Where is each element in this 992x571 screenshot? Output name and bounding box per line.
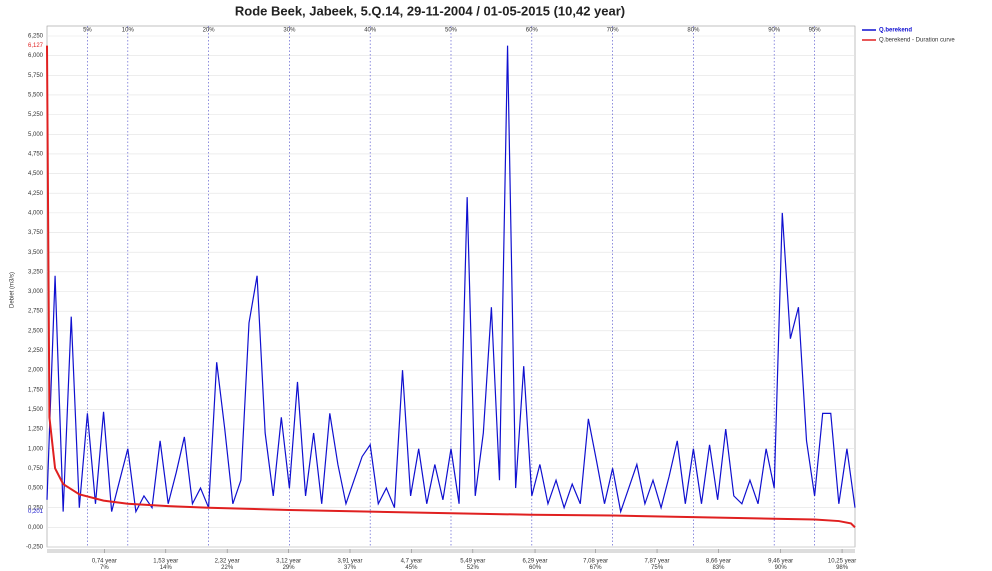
percent-label: 90% <box>768 28 781 34</box>
y-tick-label: -0,250 <box>26 545 44 551</box>
percent-label: 50% <box>445 28 458 34</box>
y-tick-label: 5,250 <box>28 112 44 118</box>
percent-label: 95% <box>809 28 822 34</box>
y-tick-label: 1,250 <box>28 427 44 433</box>
y-tick-label: 1,500 <box>28 407 44 413</box>
y-tick-label: 4,750 <box>28 152 44 158</box>
percent-label: 10% <box>122 28 135 34</box>
series-line <box>46 45 856 514</box>
x-tick-label: 9,46 year <box>768 559 793 565</box>
y-tick-label: 5,000 <box>28 132 44 138</box>
x-tick-percent-label: 45% <box>405 565 418 571</box>
x-tick-label: 5,49 year <box>460 559 485 565</box>
legend-label: Q.berekend - Duration curve <box>879 38 955 44</box>
y-tick-label: 3,000 <box>28 289 44 295</box>
y-tick-label: 6,250 <box>28 34 44 40</box>
y-tick-label: 2,750 <box>28 309 44 315</box>
x-tick-percent-label: 37% <box>344 565 357 571</box>
y-tick-label: 2,000 <box>28 368 44 374</box>
x-tick-percent-label: 75% <box>651 565 664 571</box>
y-tick-label: 5,750 <box>28 73 44 79</box>
y-tick-label: 3,500 <box>28 250 44 256</box>
percent-label: 5% <box>83 28 92 34</box>
y-tick-label: 0,250 <box>28 505 44 511</box>
percent-label: 70% <box>607 28 620 34</box>
percent-label: 80% <box>687 28 700 34</box>
x-tick-percent-label: 52% <box>467 565 480 571</box>
x-tick-percent-label: 83% <box>712 565 725 571</box>
x-tick-label: 6,29 year <box>523 559 548 565</box>
x-tick-label: 1,53 year <box>153 559 178 565</box>
x-tick-percent-label: 90% <box>775 565 788 571</box>
x-tick-percent-label: 60% <box>529 565 542 571</box>
x-tick-label: 4,7 year <box>401 559 423 565</box>
percent-label: 30% <box>283 28 296 34</box>
y-tick-label: 0,000 <box>28 525 44 531</box>
y-tick-label: 4,500 <box>28 171 44 177</box>
scrollbar <box>47 549 855 553</box>
x-tick-label: 7,87 year <box>645 559 670 565</box>
x-tick-percent-label: 98% <box>836 565 849 571</box>
chart-title: Rode Beek, Jabeek, 5.Q.14, 29-11-2004 / … <box>235 3 625 18</box>
x-tick-label: 2,32 year <box>215 559 240 565</box>
y-tick-label: 3,250 <box>28 269 44 275</box>
x-tick-label: 10,25 year <box>828 559 856 565</box>
legend-label: Q.berekend <box>879 28 912 34</box>
y-tick-label: 0,500 <box>28 486 44 492</box>
y-tick-label: 2,250 <box>28 348 44 354</box>
x-tick-percent-label: 67% <box>590 565 603 571</box>
y-tick-label: 6,000 <box>28 53 44 59</box>
y-tick-label: 4,250 <box>28 191 44 197</box>
x-tick-label: 3,91 year <box>337 559 362 565</box>
x-tick-percent-label: 14% <box>160 565 173 571</box>
y-tick-label: 0,750 <box>28 466 44 472</box>
y-tick-label: 3,750 <box>28 230 44 236</box>
y-tick-label: 5,500 <box>28 93 44 99</box>
percent-label: 40% <box>364 28 377 34</box>
x-tick-percent-label: 22% <box>221 565 234 571</box>
y-axis-label: Debiet (m3/s) <box>10 272 16 308</box>
y-marker-label: 6,127 <box>28 43 44 49</box>
percent-label: 20% <box>203 28 216 34</box>
x-tick-label: 7,08 year <box>583 559 608 565</box>
x-tick-label: 8,66 year <box>706 559 731 565</box>
series-line <box>46 45 856 529</box>
y-tick-label: 1,750 <box>28 387 44 393</box>
y-marker-label: 0,201 <box>28 509 44 515</box>
y-tick-label: 1,000 <box>28 446 44 452</box>
y-tick-label: 4,000 <box>28 210 44 216</box>
x-tick-percent-label: 7% <box>100 565 109 571</box>
y-tick-label: 2,500 <box>28 328 44 334</box>
x-tick-label: 3,12 year <box>276 559 301 565</box>
x-tick-percent-label: 29% <box>283 565 296 571</box>
x-tick-label: 0,74 year <box>92 559 117 565</box>
percent-label: 60% <box>526 28 539 34</box>
